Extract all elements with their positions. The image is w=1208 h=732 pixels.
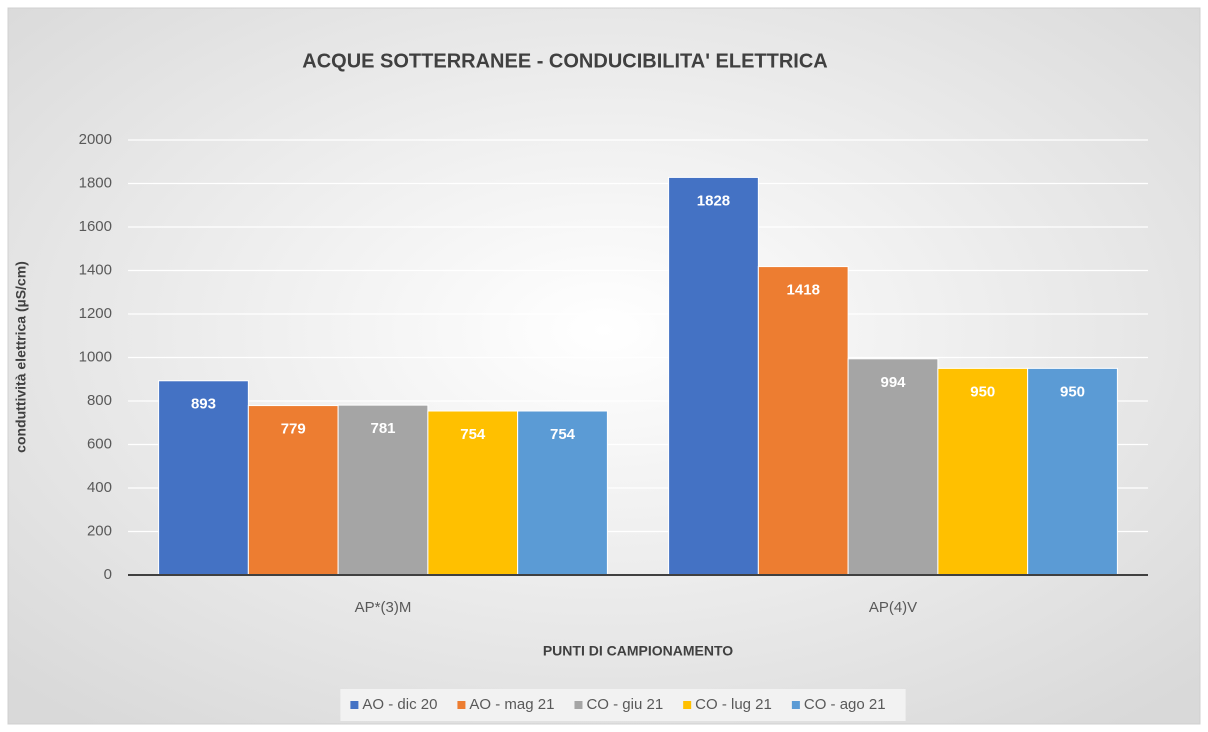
chart-background xyxy=(7,7,1201,725)
bar xyxy=(517,410,608,576)
y-tick-label: 200 xyxy=(87,522,112,539)
y-tick-label: 800 xyxy=(87,392,112,409)
y-tick-label: 1800 xyxy=(79,174,112,191)
y-tick-label: 400 xyxy=(87,479,112,496)
bar xyxy=(757,266,849,576)
bar xyxy=(668,176,759,576)
data-label: 1828 xyxy=(697,192,730,209)
legend-label: CO - lug 21 xyxy=(695,696,772,713)
data-label: 779 xyxy=(281,421,306,438)
legend-swatch xyxy=(350,701,359,709)
legend-label: CO - ago 21 xyxy=(804,696,886,713)
data-label: 781 xyxy=(370,420,395,437)
x-axis-title: PUNTI DI CAMPIONAMENTO xyxy=(543,643,733,659)
y-tick-label: 1200 xyxy=(79,305,112,322)
data-label: 1418 xyxy=(787,282,820,299)
legend-swatch xyxy=(683,701,692,709)
data-label: 994 xyxy=(880,374,906,391)
data-label: 754 xyxy=(550,426,576,443)
y-axis-title: conduttività elettrica (µS/cm) xyxy=(13,261,29,453)
legend-swatch xyxy=(574,701,583,709)
bar xyxy=(1027,367,1118,576)
legend-label: AO - dic 20 xyxy=(362,696,437,713)
y-tick-label: 1000 xyxy=(79,348,112,365)
y-tick-label: 0 xyxy=(104,566,112,583)
data-label: 950 xyxy=(970,383,995,400)
legend-swatch xyxy=(791,701,800,709)
y-tick-label: 2000 xyxy=(79,131,112,148)
x-tick-label: AP*(3)M xyxy=(355,599,412,616)
chart-title: ACQUE SOTTERRANEE - CONDUCIBILITA' ELETT… xyxy=(302,50,828,72)
data-label: 950 xyxy=(1060,383,1085,400)
y-tick-label: 1400 xyxy=(79,261,112,278)
bar xyxy=(937,367,1029,576)
data-label: 754 xyxy=(460,426,486,443)
bar xyxy=(247,405,339,576)
legend-box xyxy=(340,689,906,721)
bar xyxy=(427,410,519,576)
y-tick-label: 600 xyxy=(87,435,112,452)
legend-label: CO - giu 21 xyxy=(586,696,663,713)
legend-swatch xyxy=(457,701,466,709)
x-tick-label: AP(4)V xyxy=(869,599,917,616)
y-tick-label: 1600 xyxy=(79,218,112,235)
data-label: 893 xyxy=(191,396,216,413)
bar xyxy=(337,404,429,576)
legend-label: AO - mag 21 xyxy=(469,696,554,713)
bar xyxy=(847,358,939,576)
bar xyxy=(158,380,249,576)
